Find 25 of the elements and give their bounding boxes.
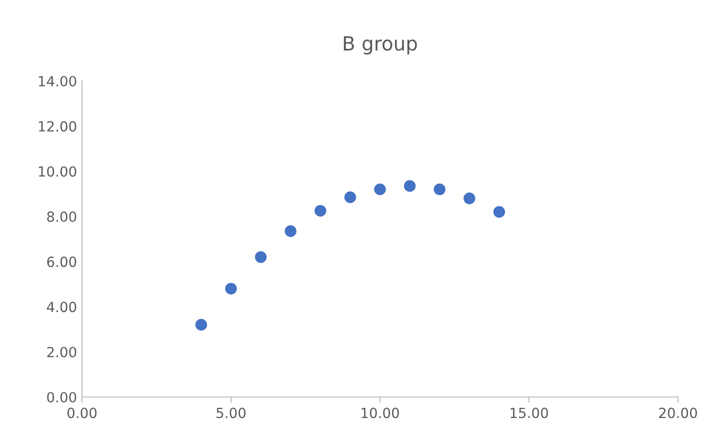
point <box>195 318 208 331</box>
y-tick-label: 10.00 <box>38 166 76 177</box>
y-tick-label: 6.00 <box>47 256 76 268</box>
y-tick-label: 4.00 <box>46 302 76 312</box>
x-tick-label: 10.00 <box>362 408 399 418</box>
point <box>314 204 326 217</box>
x-tick-label: 0.00 <box>67 408 97 418</box>
chart-title: B group <box>344 36 417 54</box>
y-tick-label: 14.00 <box>38 76 76 86</box>
point <box>284 225 296 237</box>
x-tick-label: 15.00 <box>510 408 548 418</box>
point <box>374 184 386 196</box>
point <box>434 184 446 196</box>
point <box>225 282 237 294</box>
y-tick-label: 8.00 <box>47 211 76 222</box>
y-tick-label: 0.00 <box>47 392 76 402</box>
y-tick-label: 2.00 <box>47 346 76 358</box>
x-tick-label: 5.00 <box>216 408 246 418</box>
point <box>464 192 476 204</box>
x-tick-label: 20.00 <box>659 408 697 418</box>
point <box>493 206 506 218</box>
point <box>344 191 356 204</box>
point <box>404 180 416 192</box>
point <box>254 251 267 263</box>
y-tick-label: 12.00 <box>38 121 76 132</box>
